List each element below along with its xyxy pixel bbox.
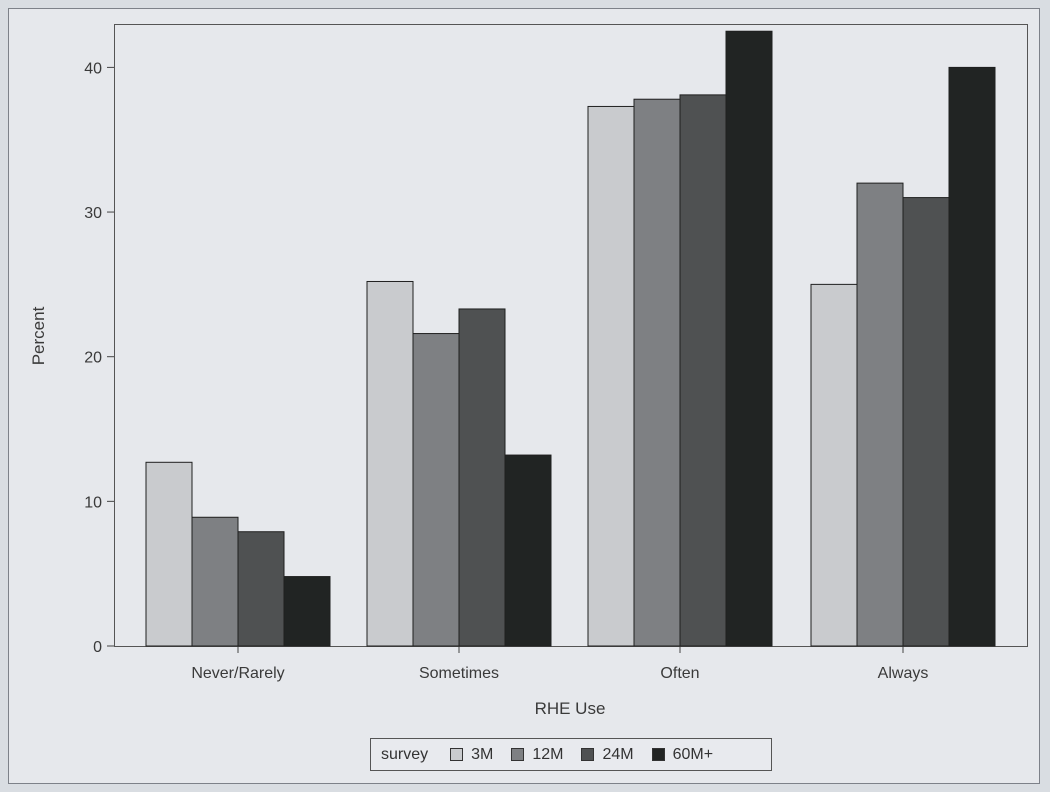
y-tick-label: 20 bbox=[84, 350, 102, 367]
bar-3m-often bbox=[587, 105, 635, 647]
legend-item-24m: 24M bbox=[581, 745, 634, 764]
bar-60mplus-sometimes bbox=[504, 454, 552, 647]
y-tick-label: 40 bbox=[84, 60, 102, 77]
bar-60mplus-always bbox=[948, 66, 996, 647]
x-tick-label: Often bbox=[660, 665, 699, 682]
legend-swatch bbox=[651, 748, 665, 761]
bars-group bbox=[145, 30, 996, 647]
x-tick-label: Always bbox=[878, 665, 929, 682]
legend-swatch bbox=[450, 748, 464, 761]
bar-24m-neverrarely bbox=[237, 531, 285, 647]
y-tick-label: 0 bbox=[93, 639, 102, 656]
bar-60mplus-often bbox=[725, 30, 773, 647]
legend-label: 3M bbox=[471, 745, 494, 763]
legend: survey 3M 12M 24M 60M+ bbox=[370, 738, 772, 771]
y-axis: 0 10 20 30 40 bbox=[84, 60, 114, 656]
bar-24m-often bbox=[679, 94, 727, 647]
legend-item-3m: 3M bbox=[450, 746, 493, 764]
bar-3m-sometimes bbox=[366, 280, 414, 647]
bar-12m-neverrarely bbox=[191, 516, 239, 647]
legend-label: 24M bbox=[602, 745, 634, 763]
x-axis: Never/Rarely Sometimes Often Always bbox=[191, 646, 928, 682]
x-tick-label: Never/Rarely bbox=[191, 665, 284, 682]
bar-24m-always bbox=[902, 197, 950, 647]
legend-label: 60M+ bbox=[672, 745, 714, 763]
legend-swatch bbox=[511, 748, 525, 761]
bar-3m-neverrarely bbox=[145, 461, 193, 647]
legend-swatch bbox=[581, 748, 595, 761]
x-tick-label: Sometimes bbox=[419, 665, 499, 682]
bar-24m-sometimes bbox=[458, 308, 506, 647]
bar-12m-always bbox=[856, 182, 904, 647]
legend-title: survey bbox=[381, 745, 429, 763]
bar-3m-always bbox=[810, 283, 858, 647]
y-axis-label: Percent bbox=[29, 306, 48, 365]
legend-item-60mplus: 60M+ bbox=[651, 745, 714, 764]
legend-item-12m: 12M bbox=[511, 746, 563, 764]
y-tick-label: 30 bbox=[84, 205, 102, 222]
bar-12m-often bbox=[633, 98, 681, 647]
x-axis-label: RHE Use bbox=[535, 699, 606, 718]
bar-60mplus-neverrarely bbox=[283, 576, 331, 647]
bar-12m-sometimes bbox=[412, 333, 460, 647]
legend-label: 12M bbox=[532, 745, 564, 763]
y-tick-label: 10 bbox=[84, 494, 102, 511]
